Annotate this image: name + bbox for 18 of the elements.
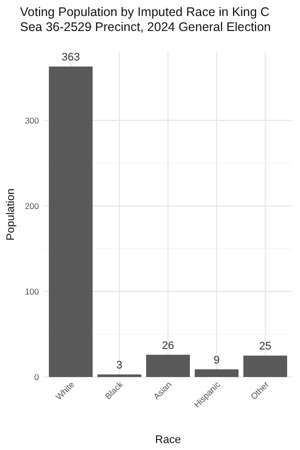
- data-label: 3: [116, 359, 122, 372]
- bar: [194, 369, 239, 377]
- y-tick-label: 100: [24, 286, 40, 296]
- y-tick-label: 0: [34, 372, 40, 382]
- chart-title: Voting Population by Imputed Race in King C: [20, 5, 270, 19]
- bar: [48, 66, 93, 377]
- bar: [243, 356, 288, 377]
- data-label: 9: [214, 354, 220, 366]
- data-label: 363: [62, 52, 80, 64]
- x-axis-title: Race: [155, 434, 181, 446]
- bar: [97, 374, 142, 377]
- data-label: 26: [162, 340, 174, 352]
- y-axis-title: Population: [5, 188, 17, 240]
- chart-subtitle: Sea 36-2529 Precinct, 2024 General Election: [20, 20, 271, 34]
- data-label: 25: [259, 340, 272, 353]
- bar: [146, 354, 190, 377]
- y-tick-label: 200: [24, 200, 40, 211]
- y-tick-label: 300: [24, 115, 40, 126]
